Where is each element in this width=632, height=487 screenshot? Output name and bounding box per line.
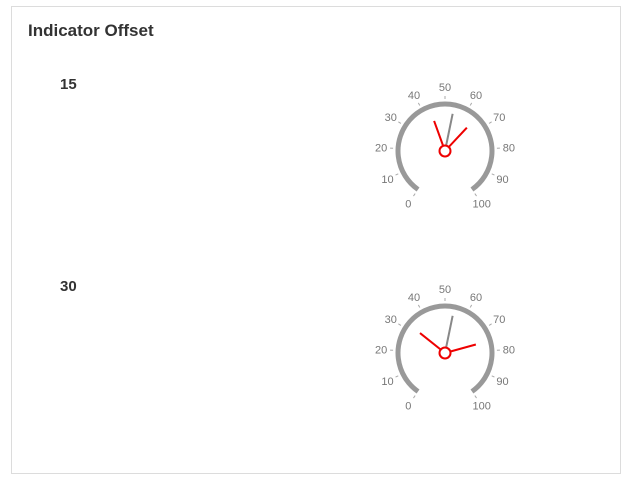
gauge-tick (488, 121, 492, 124)
gauge-tick (413, 395, 416, 399)
gauge-tick-label: 20 (375, 345, 387, 357)
gauge-tick (398, 323, 402, 326)
gauge-tick-label: 80 (503, 345, 515, 357)
gauge-tick (474, 395, 477, 399)
gauge-tick (395, 173, 399, 176)
gauge-tick-label: 70 (493, 112, 505, 124)
gauge-tick-label: 80 (503, 143, 515, 155)
gauge-svg: 0 10 20 30 40 50 60 70 80 90 100 (375, 284, 515, 412)
gauge-tick (491, 375, 495, 378)
gauge-svg: 0 10 20 30 40 50 60 70 80 90 100 (375, 82, 515, 210)
gauge-tick-label: 70 (493, 314, 505, 326)
gauge-tick (417, 304, 421, 308)
gauge-label: 15 (60, 76, 77, 93)
gauge-tick (491, 173, 495, 176)
indicator-offset-panel: Indicator Offset 15 0 10 20 30 40 50 60 70 80 90 1… (11, 6, 621, 474)
gauge-hub (438, 346, 452, 360)
gauge-tick-label: 40 (408, 90, 420, 102)
gauge-tick-label: 40 (408, 292, 420, 304)
gauge-row-2: 30 0 10 20 30 40 50 60 70 80 90 100 (12, 278, 620, 468)
gauge-tick-label: 10 (381, 174, 393, 186)
gauge-tick-label: 90 (496, 174, 508, 186)
gauge-tick (469, 304, 473, 308)
radial-gauge: 0 10 20 30 40 50 60 70 80 90 100 (359, 266, 529, 416)
gauge-tick (395, 375, 399, 378)
gauge-tick (398, 121, 402, 124)
gauge-tick-label: 0 (405, 400, 411, 412)
gauge-tick-label: 60 (470, 292, 482, 304)
gauge-tick-label: 90 (496, 376, 508, 388)
gauge-tick-label: 50 (439, 284, 451, 296)
gauge-tick-label: 60 (470, 90, 482, 102)
gauge-tick (417, 102, 421, 106)
gauge-tick-label: 0 (405, 198, 411, 210)
gauge-tick-label: 30 (385, 112, 397, 124)
gauge-row-1: 15 0 10 20 30 40 50 60 70 80 90 100 (12, 76, 620, 266)
gauge-tick-label: 100 (473, 400, 491, 412)
gauge-tick (488, 323, 492, 326)
gauge-scale-arc (395, 101, 495, 192)
gauge-tick (474, 193, 477, 197)
gauge-tick (413, 193, 416, 197)
gauge-tick (469, 102, 473, 106)
gauge-scale-arc (395, 303, 495, 394)
radial-gauge: 0 10 20 30 40 50 60 70 80 90 100 (359, 64, 529, 214)
gauge-tick-label: 30 (385, 314, 397, 326)
gauge-hub (438, 144, 452, 158)
gauge-tick-label: 100 (473, 198, 491, 210)
gauge-tick-label: 50 (439, 82, 451, 94)
gauge-label: 30 (60, 278, 77, 295)
gauge-tick-label: 10 (381, 376, 393, 388)
panel-title: Indicator Offset (28, 21, 154, 40)
gauge-tick-label: 20 (375, 143, 387, 155)
